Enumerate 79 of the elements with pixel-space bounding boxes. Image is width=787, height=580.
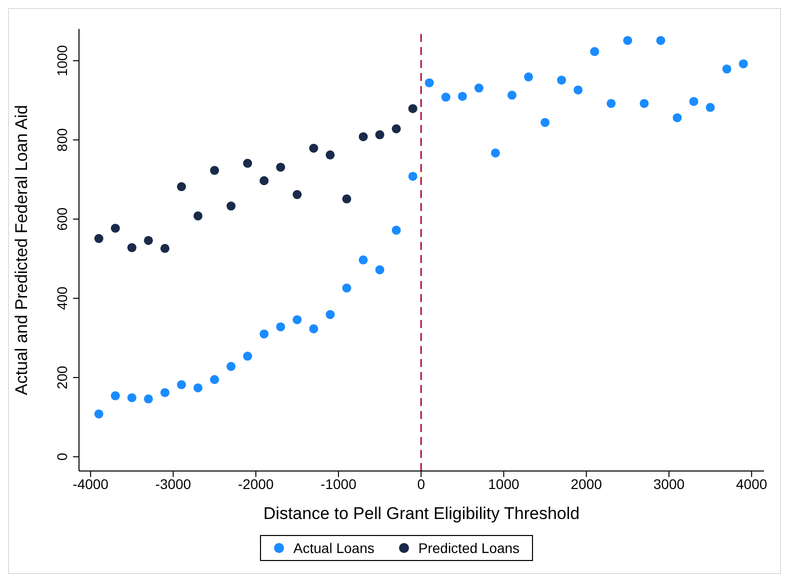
point (110, 391, 120, 400)
y-tick-label: 800 (54, 128, 70, 152)
point (160, 244, 170, 253)
point (276, 162, 286, 172)
point (557, 76, 566, 85)
point (342, 194, 352, 204)
point (276, 322, 286, 332)
point (160, 388, 170, 398)
y-tick-label: 600 (54, 207, 70, 231)
point (309, 324, 318, 334)
point (640, 98, 649, 108)
point (210, 375, 220, 384)
point (408, 172, 418, 181)
point (342, 284, 352, 293)
point (127, 393, 136, 402)
point (706, 102, 715, 112)
point (424, 78, 434, 88)
point (193, 211, 202, 220)
point (474, 84, 484, 93)
point (243, 352, 252, 361)
x-tick-label: -1000 (320, 476, 357, 492)
x-tick-label: 3000 (653, 476, 685, 492)
point (176, 182, 186, 192)
point (507, 90, 516, 100)
point (375, 265, 384, 274)
point (260, 176, 269, 186)
point (226, 362, 236, 371)
point (243, 158, 252, 168)
point (193, 383, 202, 392)
point (524, 72, 534, 82)
y-axis-title: Actual and Predicted Federal Loan Aid (12, 104, 32, 396)
x-tick-label: -2000 (238, 476, 274, 492)
y-tick-label: 0 (54, 452, 70, 461)
point (606, 98, 616, 108)
point (127, 243, 136, 252)
x-tick-label: -4000 (72, 476, 109, 492)
point (110, 224, 120, 233)
point (292, 190, 302, 200)
point (176, 380, 186, 390)
point (540, 118, 550, 127)
point (94, 409, 104, 418)
x-tick-label: 4000 (736, 476, 768, 492)
point (408, 104, 418, 114)
point (722, 64, 732, 74)
point (326, 310, 335, 320)
point (441, 92, 450, 102)
point (309, 144, 318, 153)
x-axis-title: Distance to Pell Grant Eligibility Threshold (263, 504, 580, 523)
x-tick-label: 2000 (570, 476, 602, 492)
point (590, 47, 600, 56)
point (94, 234, 104, 244)
point (144, 394, 153, 404)
point (490, 148, 500, 158)
point (292, 315, 302, 324)
x-tick-label: -3000 (155, 476, 192, 492)
point (226, 202, 236, 211)
point (326, 150, 335, 160)
point (672, 113, 682, 122)
point (375, 130, 384, 140)
y-tick-label: 400 (54, 286, 70, 310)
legend-label: Actual Loans (292, 540, 374, 556)
point (738, 59, 748, 68)
point (574, 85, 583, 94)
point (458, 92, 467, 101)
y-tick-label: 200 (54, 366, 70, 390)
point (392, 124, 401, 134)
legend-label: Predicted Loans (417, 540, 520, 556)
point (623, 36, 632, 45)
point (144, 236, 153, 245)
point (392, 226, 401, 235)
point (689, 96, 698, 106)
point (656, 36, 666, 45)
x-tick-label: 0 (417, 476, 426, 492)
point (210, 166, 220, 175)
point (358, 132, 368, 142)
point (260, 329, 269, 338)
point (358, 255, 368, 264)
y-tick-label: 1000 (54, 44, 70, 76)
x-tick-label: 1000 (488, 476, 520, 492)
